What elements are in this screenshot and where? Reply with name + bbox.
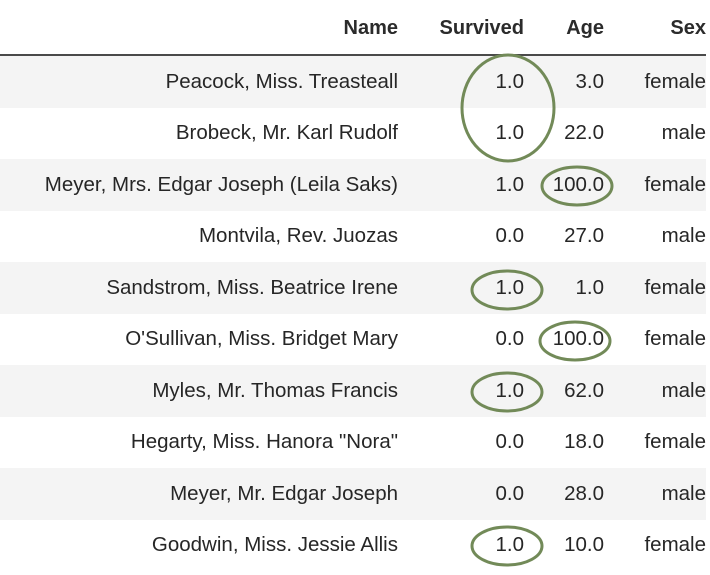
table-row: Montvila, Rev. Juozas 0.0 27.0 male [0, 211, 706, 263]
sex-cell: male [604, 468, 706, 520]
sex-cell: female [604, 55, 706, 108]
age-cell: 100.0 [552, 327, 604, 351]
name-cell: O'Sullivan, Miss. Bridget Mary [125, 327, 398, 351]
name-cell: Myles, Mr. Thomas Francis [0, 365, 398, 417]
table-row: Goodwin, Miss. Jessie Allis 1.0 10.0 fem… [0, 520, 706, 572]
survived-cell: 1.0 [495, 121, 525, 145]
table-row: O'Sullivan, Miss. Bridget Mary 0.0 100.0… [0, 314, 706, 366]
header-row: Name Survived Age Sex [0, 2, 706, 56]
age-cell: 1.0 [524, 262, 604, 314]
sex-cell: female [644, 430, 706, 454]
age-cell: 18.0 [564, 430, 604, 454]
table-row: Hegarty, Miss. Hanora "Nora" 0.0 18.0 fe… [0, 417, 706, 469]
name-cell: Sandstrom, Miss. Beatrice Irene [0, 262, 398, 314]
table-row: Myles, Mr. Thomas Francis 1.0 62.0 male [0, 365, 706, 417]
sex-cell: male [661, 121, 706, 145]
table-row: Sandstrom, Miss. Beatrice Irene 1.0 1.0 … [0, 262, 706, 314]
age-cell: 100.0 [524, 159, 604, 211]
sex-cell: female [604, 159, 706, 211]
sex-cell: female [644, 327, 706, 351]
survived-cell: 1.0 [398, 159, 524, 211]
sex-cell: male [604, 365, 706, 417]
survived-cell: 0.0 [495, 430, 525, 454]
name-cell: Peacock, Miss. Treasteall [0, 55, 398, 108]
survived-cell: 1.0 [398, 365, 524, 417]
age-cell: 3.0 [524, 55, 604, 108]
age-cell: 10.0 [564, 533, 604, 557]
sex-cell: female [604, 262, 706, 314]
sex-cell: female [644, 533, 706, 557]
survived-cell: 1.0 [398, 262, 524, 314]
age-cell: 27.0 [564, 224, 604, 248]
age-cell: 28.0 [524, 468, 604, 520]
table-row: Meyer, Mrs. Edgar Joseph (Leila Saks) 1.… [0, 159, 706, 211]
table-row: Brobeck, Mr. Karl Rudolf 1.0 22.0 male [0, 108, 706, 160]
sex-cell: male [661, 224, 706, 248]
name-cell: Meyer, Mr. Edgar Joseph [0, 468, 398, 520]
column-header-sex: Sex [604, 2, 706, 56]
survived-cell: 0.0 [495, 327, 525, 351]
name-cell: Montvila, Rev. Juozas [198, 224, 398, 248]
age-cell: 62.0 [524, 365, 604, 417]
table-row: Peacock, Miss. Treasteall 1.0 3.0 female [0, 55, 706, 108]
name-cell: Meyer, Mrs. Edgar Joseph (Leila Saks) [0, 159, 398, 211]
column-header-name: Name [0, 2, 398, 56]
name-cell: Goodwin, Miss. Jessie Allis [151, 533, 398, 557]
survived-cell: 0.0 [495, 224, 525, 248]
column-header-age: Age [524, 2, 604, 56]
table-row: Meyer, Mr. Edgar Joseph 0.0 28.0 male [0, 468, 706, 520]
survived-cell: 0.0 [398, 468, 524, 520]
name-cell: Brobeck, Mr. Karl Rudolf [175, 121, 398, 145]
name-cell: Hegarty, Miss. Hanora "Nora" [130, 430, 398, 454]
age-cell: 22.0 [564, 121, 604, 145]
survived-cell: 1.0 [398, 55, 524, 108]
column-header-survived: Survived [398, 2, 524, 56]
survived-cell: 1.0 [495, 533, 525, 557]
